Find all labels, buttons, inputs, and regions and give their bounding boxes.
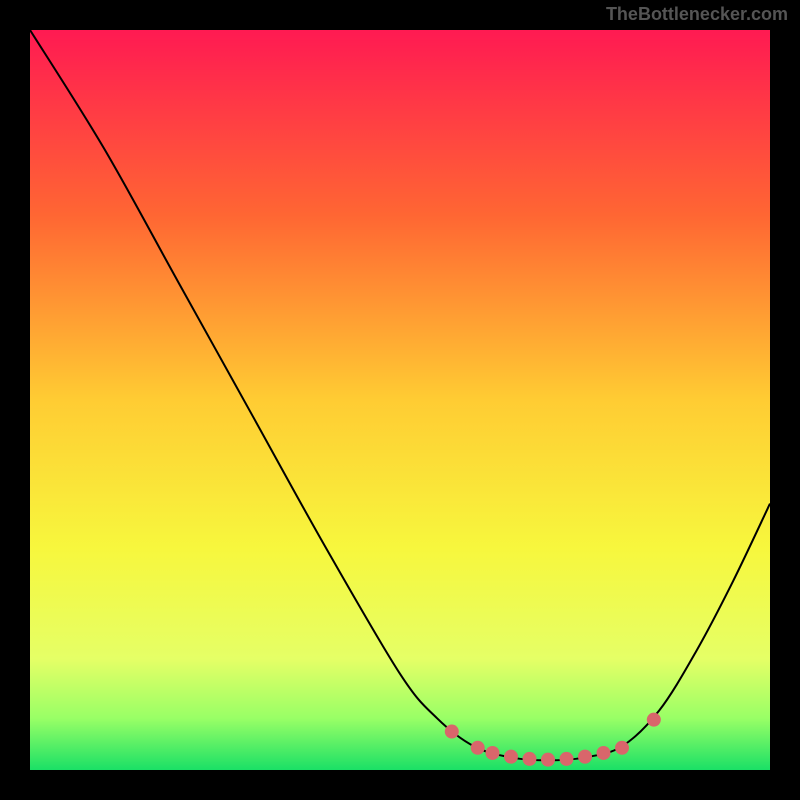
marker-point bbox=[615, 741, 629, 755]
marker-point bbox=[486, 746, 500, 760]
marker-point bbox=[560, 752, 574, 766]
marker-point bbox=[597, 746, 611, 760]
chart-container bbox=[30, 30, 770, 770]
chart-svg bbox=[30, 30, 770, 770]
marker-point bbox=[647, 713, 661, 727]
marker-point bbox=[471, 741, 485, 755]
marker-point bbox=[541, 753, 555, 767]
marker-point bbox=[445, 725, 459, 739]
marker-point bbox=[578, 750, 592, 764]
watermark-text: TheBottlenecker.com bbox=[606, 4, 788, 25]
marker-point bbox=[523, 752, 537, 766]
marker-point bbox=[504, 750, 518, 764]
chart-background bbox=[30, 30, 770, 770]
